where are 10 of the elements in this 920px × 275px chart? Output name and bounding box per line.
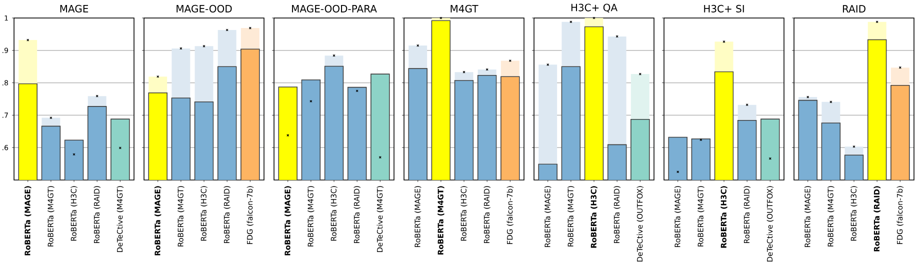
chart-title: MAGE-OOD-PARA <box>292 4 377 12</box>
chart-title: MAGE <box>60 4 88 12</box>
chart-title: H3C+ SI <box>704 4 744 12</box>
chart-title: M4GT <box>450 4 478 12</box>
chart-title: MAGE-OOD <box>176 4 232 12</box>
point <box>202 44 206 48</box>
chart-title: RAID <box>842 5 866 12</box>
chart-title: H3C+ QA <box>571 4 618 12</box>
point <box>50 116 52 120</box>
point <box>310 100 312 103</box>
